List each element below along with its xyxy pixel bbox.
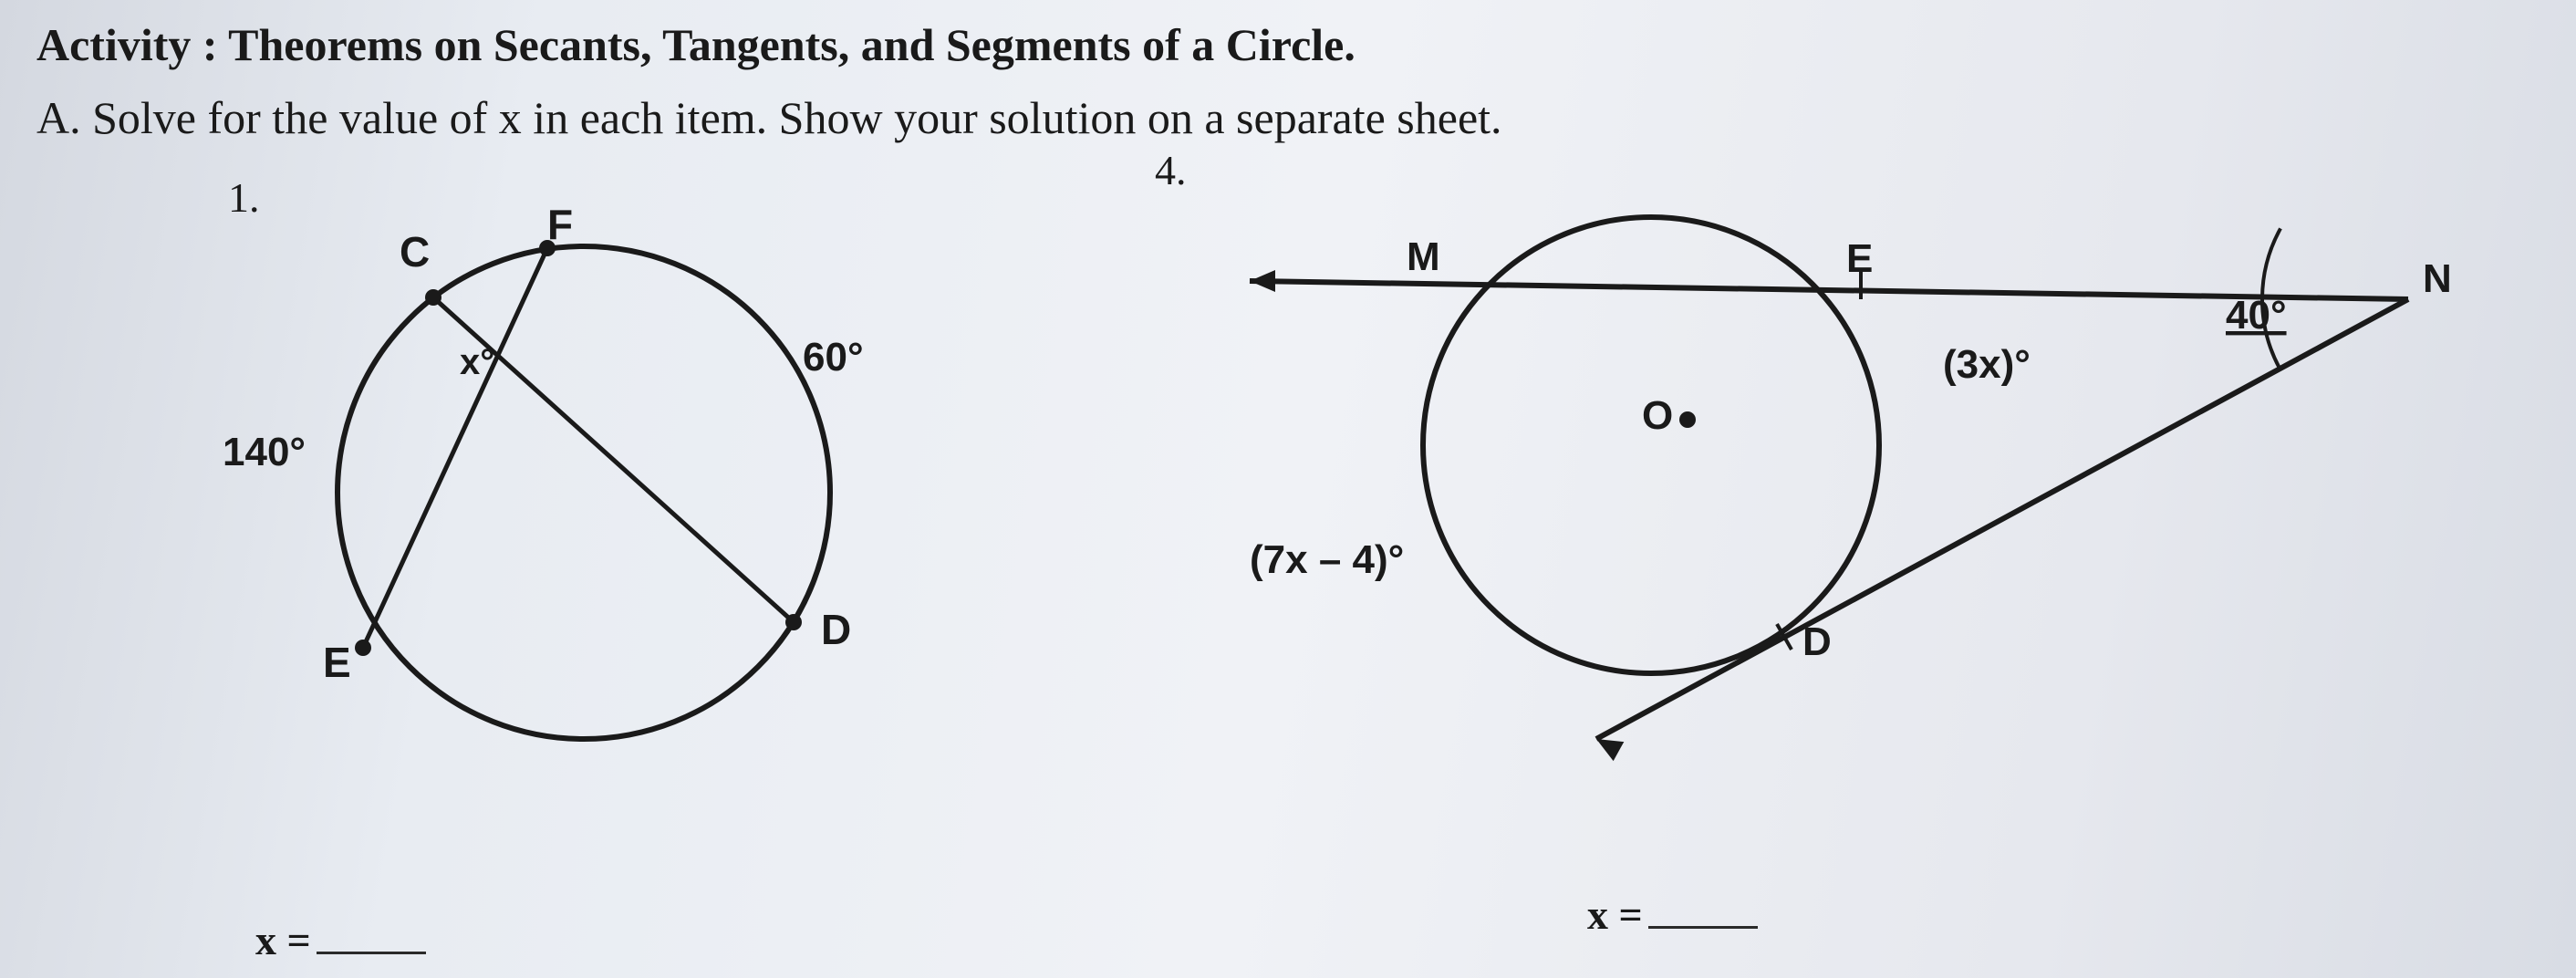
svg-text:O: O xyxy=(1642,393,1673,438)
answer-blank-1: x = xyxy=(255,916,426,964)
svg-text:60°: 60° xyxy=(803,335,864,380)
svg-text:E: E xyxy=(323,639,351,686)
svg-text:C: C xyxy=(400,228,430,276)
item-4-number: 4. xyxy=(1155,146,1187,194)
svg-text:E: E xyxy=(1846,236,1873,281)
svg-text:(3x)°: (3x)° xyxy=(1943,342,2031,387)
diagram-1: CFDEx°60°140° xyxy=(237,210,912,794)
blank-line-4 xyxy=(1648,921,1758,929)
answer-blank-4: x = xyxy=(1587,890,1758,939)
svg-text:F: F xyxy=(547,201,573,248)
svg-text:(7x – 4)°: (7x – 4)° xyxy=(1250,537,1404,582)
svg-text:N: N xyxy=(2423,256,2452,301)
svg-text:M: M xyxy=(1407,234,1440,279)
activity-title: Activity : Theorems on Secants, Tangents… xyxy=(36,18,1356,71)
svg-text:D: D xyxy=(1802,619,1832,664)
answer-prefix-4: x = xyxy=(1587,891,1643,938)
diagram-4: O M E N D (3x)° 40° (7x – 4)° xyxy=(1241,182,2572,766)
svg-text:x°: x° xyxy=(460,342,494,382)
answer-prefix-1: x = xyxy=(255,917,311,963)
svg-text:140°: 140° xyxy=(223,430,306,474)
svg-text:40°: 40° xyxy=(2226,293,2287,338)
instruction-text: A. Solve for the value of x in each item… xyxy=(36,91,1502,144)
svg-text:D: D xyxy=(821,606,851,653)
blank-line-1 xyxy=(317,947,426,954)
